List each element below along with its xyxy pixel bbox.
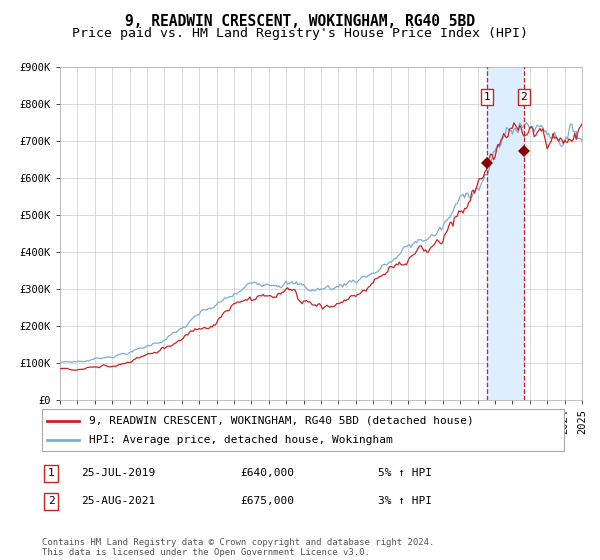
Text: 3% ↑ HPI: 3% ↑ HPI [378, 496, 432, 506]
Text: 9, READWIN CRESCENT, WOKINGHAM, RG40 5BD: 9, READWIN CRESCENT, WOKINGHAM, RG40 5BD [125, 14, 475, 29]
Text: HPI: Average price, detached house, Wokingham: HPI: Average price, detached house, Woki… [89, 435, 393, 445]
Text: 25-AUG-2021: 25-AUG-2021 [81, 496, 155, 506]
Text: 9, READWIN CRESCENT, WOKINGHAM, RG40 5BD (detached house): 9, READWIN CRESCENT, WOKINGHAM, RG40 5BD… [89, 416, 474, 426]
Text: 25-JUL-2019: 25-JUL-2019 [81, 468, 155, 478]
Text: 2: 2 [47, 496, 55, 506]
Text: Price paid vs. HM Land Registry's House Price Index (HPI): Price paid vs. HM Land Registry's House … [72, 27, 528, 40]
Bar [487, 67, 524, 400]
Text: 1: 1 [47, 468, 55, 478]
Text: 5% ↑ HPI: 5% ↑ HPI [378, 468, 432, 478]
Text: Contains HM Land Registry data © Crown copyright and database right 2024.
This d: Contains HM Land Registry data © Crown c… [42, 538, 434, 557]
Text: 1: 1 [484, 92, 491, 102]
Text: £675,000: £675,000 [240, 496, 294, 506]
Text: 2: 2 [520, 92, 527, 102]
Text: £640,000: £640,000 [240, 468, 294, 478]
